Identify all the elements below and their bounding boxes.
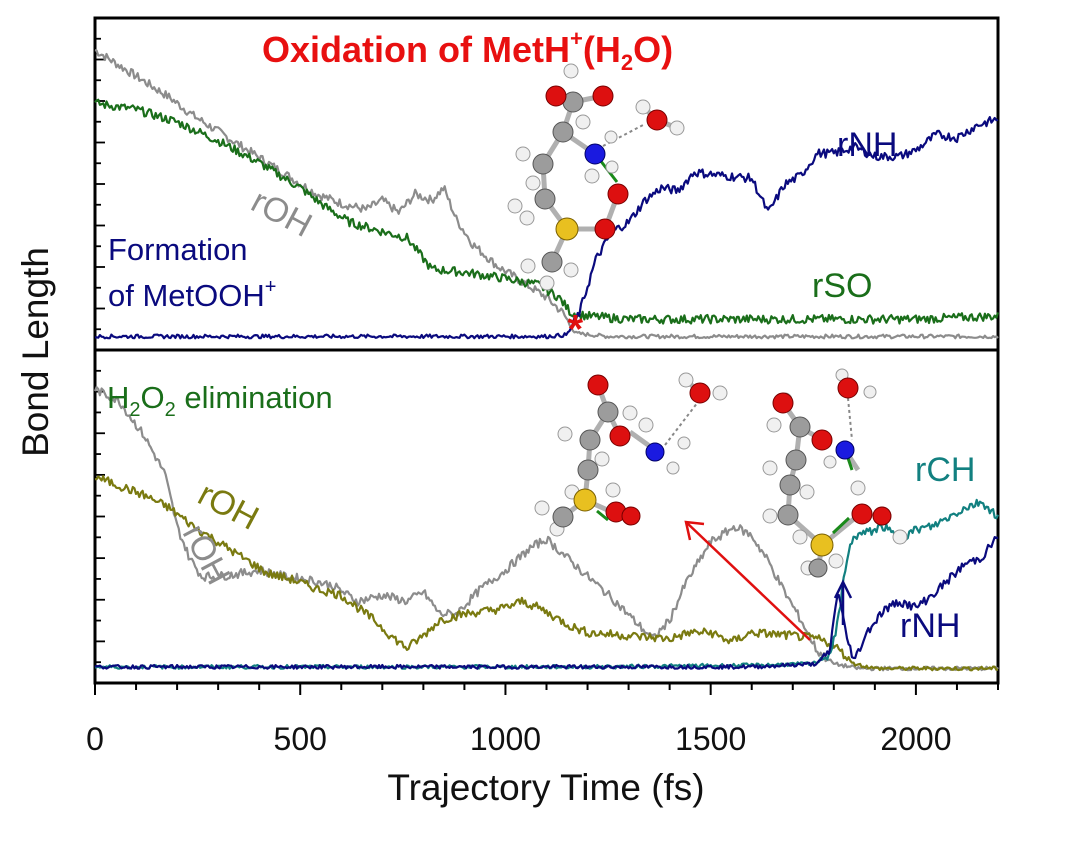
navy-arrow-annotation bbox=[833, 579, 853, 625]
series-bottom-rOH-gray bbox=[93, 386, 999, 672]
molecule-top-illustration bbox=[507, 63, 685, 291]
molecule-bottom-right-illustration bbox=[762, 368, 908, 578]
elim-sub1: 2 bbox=[129, 399, 140, 421]
x-tick-label: 500 bbox=[274, 721, 327, 757]
elim-o: O bbox=[141, 380, 165, 415]
series-top-rNH-navy bbox=[94, 116, 999, 340]
label-bottom-rOH-gray: rOH bbox=[175, 518, 238, 591]
series-top-rOH-gray bbox=[94, 49, 999, 340]
label-bottom-rCH: rCH bbox=[915, 451, 975, 489]
bottom-panel-series bbox=[93, 386, 999, 672]
elim-rest: elimination bbox=[176, 380, 333, 415]
formation-text: of MetOOH bbox=[108, 278, 265, 313]
label-bottom-rNH: rNH bbox=[900, 607, 960, 645]
x-tick-label: 0 bbox=[86, 721, 104, 757]
x-tick-labels: 0 500 1000 1500 2000 bbox=[86, 721, 951, 757]
elim-sub2: 2 bbox=[165, 399, 176, 421]
elim-h: H bbox=[107, 380, 129, 415]
label-formation-line2: of MetOOH+ bbox=[108, 276, 276, 313]
label-top-rSO: rSO bbox=[812, 267, 872, 305]
oxidation-event-marker: * bbox=[567, 308, 583, 352]
axis-ticks bbox=[94, 37, 999, 695]
red-arrow-annotation bbox=[684, 520, 811, 641]
label-formation-line1: Formation bbox=[108, 232, 248, 267]
label-h2o2-elimination: H2O2 elimination bbox=[107, 380, 333, 421]
formation-sup: + bbox=[265, 276, 277, 298]
title-open: (H bbox=[583, 29, 621, 70]
chart-title: Oxidation of MetH+(H2O) bbox=[262, 26, 673, 75]
x-tick-label: 1500 bbox=[675, 721, 746, 757]
molecule-bottom-left-illustration bbox=[534, 372, 728, 537]
series-bottom-rCH-teal bbox=[94, 498, 999, 670]
series-bottom-rOH-olive bbox=[94, 475, 999, 672]
x-axis-label: Trajectory Time (fs) bbox=[387, 767, 704, 808]
y-axis-label: Bond Length bbox=[15, 247, 56, 457]
oxidation-marker-star: * bbox=[567, 308, 583, 352]
label-top-rNH: rNH bbox=[837, 126, 897, 164]
title-sup: + bbox=[570, 26, 583, 51]
x-tick-label: 2000 bbox=[880, 721, 951, 757]
title-close: O) bbox=[633, 29, 673, 70]
series-bottom-rNH-navy bbox=[94, 536, 999, 670]
title-main: Oxidation of MetH bbox=[262, 29, 570, 70]
x-tick-label: 1000 bbox=[470, 721, 541, 757]
title-sub: 2 bbox=[621, 50, 633, 75]
